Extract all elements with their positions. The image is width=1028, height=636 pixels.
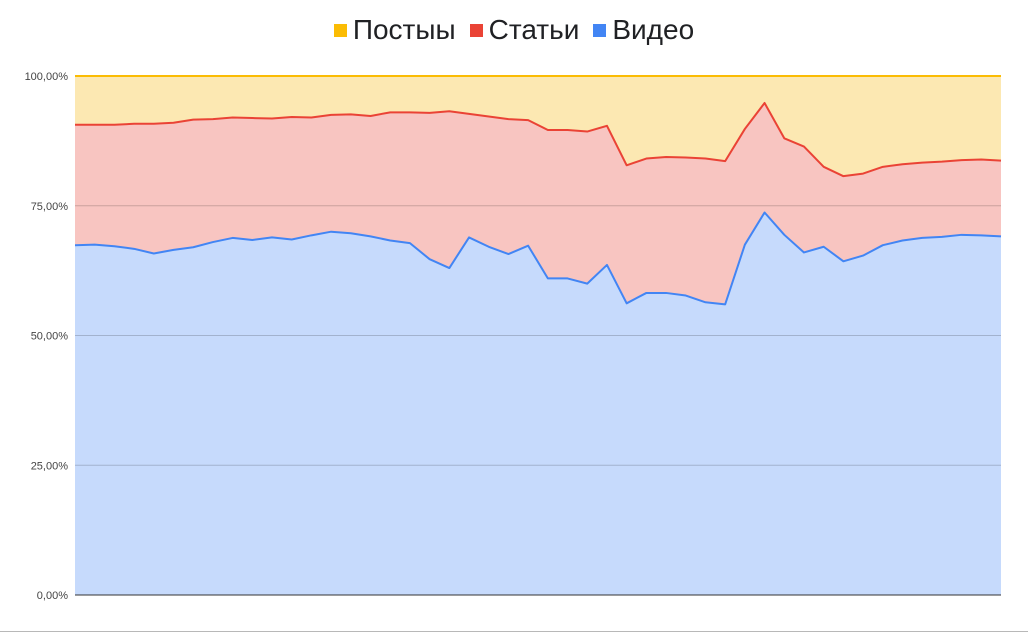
legend-label-video: Видео bbox=[612, 14, 695, 45]
series-line-1 bbox=[75, 101, 1002, 178]
y-tick-label: 50,00% bbox=[31, 331, 69, 343]
area-band-2 bbox=[75, 212, 1001, 595]
legend-item-articles: Статьи bbox=[469, 14, 580, 46]
y-tick-label: 25,00% bbox=[31, 460, 69, 472]
y-tick-label: 0,00% bbox=[37, 590, 68, 602]
bottom-divider bbox=[0, 631, 1028, 632]
legend-item-video: Видео bbox=[593, 14, 694, 46]
legend-swatch-video bbox=[593, 23, 607, 37]
legend-item-posts: Постыы bbox=[333, 14, 456, 46]
legend-label-posts: Постыы bbox=[352, 14, 456, 45]
y-tick-label: 75,00% bbox=[31, 201, 69, 213]
legend-swatch-articles bbox=[469, 23, 483, 37]
legend-swatch-posts bbox=[333, 23, 347, 37]
y-tick-label: 100,00% bbox=[25, 71, 69, 83]
legend-label-articles: Статьи bbox=[488, 14, 580, 45]
legend: Постыы Статьи Видео bbox=[0, 14, 1028, 46]
series-line-2 bbox=[74, 211, 1002, 306]
